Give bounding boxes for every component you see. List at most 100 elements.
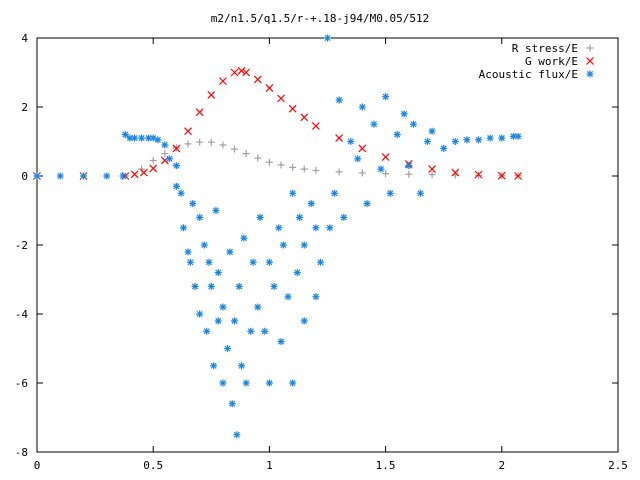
data-point	[312, 166, 320, 174]
data-point	[184, 140, 192, 148]
data-point	[265, 258, 273, 266]
legend-label: G work/E	[525, 55, 578, 68]
data-point	[184, 127, 192, 136]
data-point	[279, 241, 287, 249]
data-point	[233, 431, 241, 439]
data-point	[149, 164, 158, 173]
data-point	[277, 338, 285, 346]
legend-marker	[586, 57, 594, 65]
data-point	[121, 131, 129, 139]
data-point	[235, 282, 243, 290]
data-point	[207, 91, 216, 99]
data-point	[247, 327, 255, 335]
data-point	[405, 170, 413, 178]
data-point	[289, 379, 297, 387]
data-point	[161, 141, 169, 149]
legend-label: Acoustic flux/E	[479, 68, 578, 81]
data-point	[451, 168, 460, 177]
data-point	[200, 241, 208, 249]
data-point	[277, 161, 285, 169]
data-point	[242, 379, 250, 387]
data-point	[358, 169, 366, 177]
data-point	[514, 172, 522, 180]
data-point	[238, 362, 246, 370]
data-point	[381, 153, 390, 161]
data-point	[249, 258, 257, 266]
data-point	[228, 400, 236, 408]
data-point	[474, 170, 483, 179]
data-point	[219, 141, 227, 149]
data-point	[393, 131, 401, 139]
y-tick-label: -4	[15, 308, 29, 321]
data-point	[300, 241, 308, 249]
data-point	[326, 224, 334, 232]
data-point	[335, 134, 344, 142]
data-point	[254, 154, 262, 162]
data-point	[184, 248, 192, 256]
data-point	[242, 68, 251, 77]
y-tick-label: 2	[21, 101, 28, 114]
data-point	[270, 282, 278, 290]
legend-marker	[586, 70, 594, 78]
data-point	[196, 310, 204, 318]
data-point	[288, 104, 297, 113]
data-point	[149, 134, 157, 142]
data-point	[56, 172, 64, 180]
data-point	[191, 282, 199, 290]
data-point	[186, 258, 194, 266]
data-point	[224, 345, 232, 352]
data-point	[219, 379, 227, 387]
data-point	[400, 110, 408, 118]
data-point	[363, 200, 371, 208]
data-point	[196, 138, 204, 146]
data-point	[335, 96, 343, 104]
data-point	[218, 77, 227, 86]
data-point	[212, 207, 220, 214]
data-point	[423, 138, 431, 145]
data-point	[265, 84, 274, 92]
data-point	[340, 213, 348, 221]
x-tick-label: 2.5	[608, 459, 628, 472]
data-point	[428, 171, 436, 179]
axes: 0 0.5 1 1.5 2 2.5 -8 -6 -4 -2 0 2 4	[15, 32, 628, 472]
data-point	[284, 293, 292, 301]
data-point	[377, 165, 385, 173]
data-point	[416, 189, 424, 197]
data-point	[172, 182, 180, 190]
data-point	[214, 317, 222, 325]
data-point	[154, 136, 162, 144]
y-tick-label: 0	[21, 170, 28, 183]
data-point	[195, 108, 204, 117]
data-point	[330, 189, 338, 197]
data-point	[300, 165, 308, 173]
data-point	[311, 122, 320, 130]
data-point	[289, 189, 297, 197]
data-point	[130, 170, 139, 179]
data-point	[103, 172, 111, 180]
data-point	[382, 170, 390, 178]
y-tick-label: 4	[21, 32, 28, 45]
data-point	[312, 293, 320, 301]
data-point	[230, 68, 239, 77]
legend-label: R stress/E	[512, 42, 578, 55]
data-point	[300, 317, 308, 325]
data-point	[231, 317, 239, 325]
data-point	[497, 171, 506, 180]
data-point	[219, 303, 227, 311]
data-point	[289, 163, 297, 171]
data-point	[486, 134, 494, 142]
data-point	[139, 168, 148, 177]
data-point	[131, 134, 139, 142]
data-point	[161, 150, 169, 158]
data-point	[300, 113, 309, 122]
data-point	[210, 362, 218, 370]
data-point	[475, 136, 483, 144]
data-point	[160, 156, 169, 165]
y-tick-label: -8	[15, 446, 28, 459]
data-point	[428, 127, 436, 135]
series-layer	[33, 34, 522, 439]
data-point	[277, 94, 285, 103]
x-tick-label: 0.5	[143, 459, 163, 472]
data-point	[317, 258, 325, 266]
data-point	[440, 144, 448, 152]
